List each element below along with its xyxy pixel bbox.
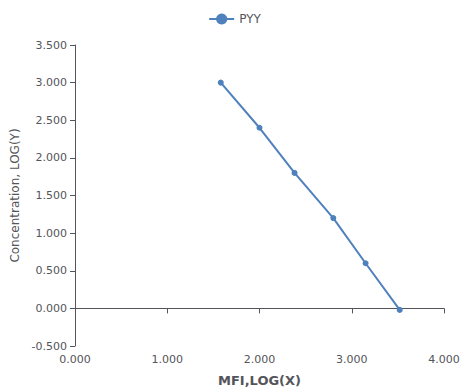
svg-text:-0.500: -0.500 bbox=[32, 340, 67, 353]
svg-text:Concentration, LOG(Y): Concentration, LOG(Y) bbox=[8, 128, 22, 262]
svg-text:0.500: 0.500 bbox=[36, 264, 68, 277]
svg-text:MFI,LOG(X): MFI,LOG(X) bbox=[218, 373, 301, 388]
svg-text:2.000: 2.000 bbox=[244, 353, 276, 366]
svg-text:3.000: 3.000 bbox=[336, 353, 368, 366]
svg-text:0.000: 0.000 bbox=[36, 302, 68, 315]
svg-text:1.000: 1.000 bbox=[36, 227, 68, 240]
svg-text:1.000: 1.000 bbox=[152, 353, 184, 366]
svg-text:PYY: PYY bbox=[239, 12, 261, 26]
svg-text:2.000: 2.000 bbox=[36, 151, 68, 164]
svg-text:4.000: 4.000 bbox=[428, 353, 460, 366]
svg-text:3.500: 3.500 bbox=[36, 39, 68, 52]
svg-text:1.500: 1.500 bbox=[36, 189, 68, 202]
svg-text:2.500: 2.500 bbox=[36, 114, 68, 127]
svg-text:3.000: 3.000 bbox=[36, 76, 68, 89]
svg-text:0.000: 0.000 bbox=[59, 353, 91, 366]
